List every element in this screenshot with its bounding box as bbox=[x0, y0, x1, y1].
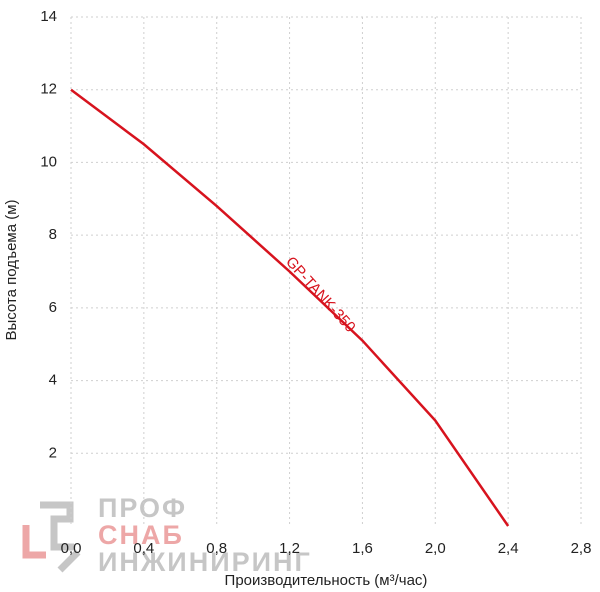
y-tick-label: 2 bbox=[49, 444, 57, 461]
x-tick-label: 0,4 bbox=[133, 540, 154, 557]
y-tick-label: 8 bbox=[49, 226, 57, 243]
x-tick-label: 2,4 bbox=[498, 540, 519, 557]
watermark-text: ИНЖИНИРИНГ bbox=[98, 547, 312, 577]
x-axis-label: Производительность (м³/час) bbox=[225, 572, 428, 589]
logo-shape bbox=[40, 501, 74, 551]
y-tick-label: 4 bbox=[49, 372, 57, 389]
x-tick-label: 1,2 bbox=[279, 540, 300, 557]
y-tick-label: 10 bbox=[40, 153, 57, 170]
y-tick-label: 14 bbox=[40, 8, 57, 25]
y-tick-label: 6 bbox=[49, 299, 57, 316]
watermark-text: СНАБ bbox=[98, 520, 184, 550]
logo-shape bbox=[57, 549, 81, 573]
x-tick-label: 1,6 bbox=[352, 540, 373, 557]
x-tick-label: 2,0 bbox=[425, 540, 446, 557]
y-axis-label: Высота подъема (м) bbox=[3, 199, 20, 340]
watermark-logo: ПРОФ СНАБ ИНЖИНИРИНГ bbox=[22, 493, 312, 577]
x-tick-label: 0,8 bbox=[206, 540, 227, 557]
x-tick-label: 0,0 bbox=[61, 540, 82, 557]
watermark-text: ПРОФ bbox=[98, 493, 187, 523]
series-line bbox=[70, 88, 510, 527]
x-tick-label: 2,8 bbox=[571, 540, 592, 557]
series-label: GP-TANK-350 bbox=[282, 253, 359, 335]
y-tick-label: 12 bbox=[40, 81, 57, 98]
logo-shape bbox=[22, 525, 46, 559]
